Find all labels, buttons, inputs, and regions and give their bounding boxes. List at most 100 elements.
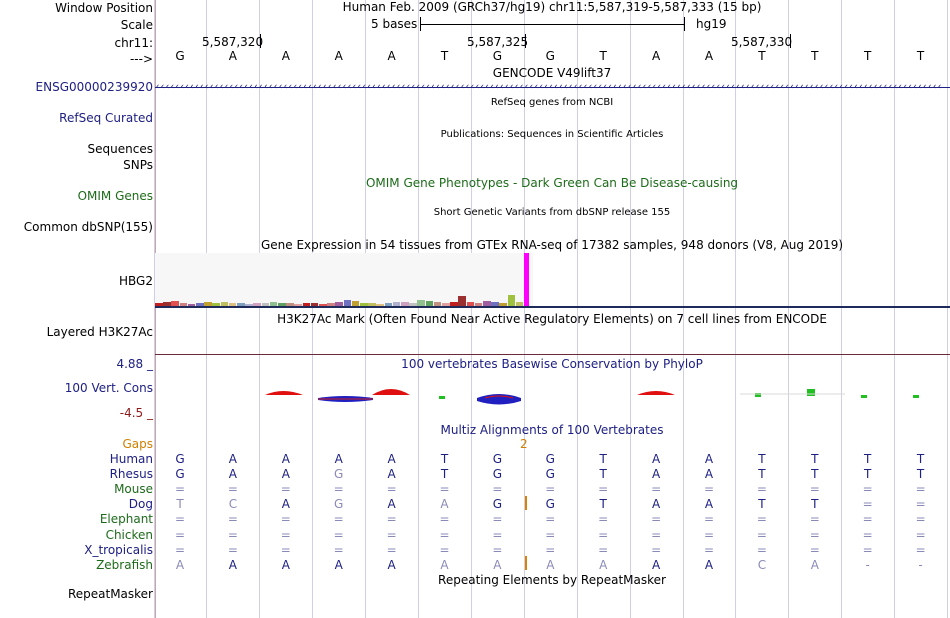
label-repeatmasker[interactable]: RepeatMasker [67, 587, 153, 601]
alignment-base: A [387, 452, 396, 466]
gtex-tissue-bar[interactable] [384, 302, 393, 306]
species-label[interactable]: Chicken [105, 527, 153, 542]
guide-line [418, 0, 420, 618]
alignment-base: = [915, 482, 926, 497]
alignment-base: T [599, 467, 607, 482]
gtex-tissue-bar[interactable] [220, 302, 229, 306]
ruler-position-3: 5,587,330 [731, 35, 793, 49]
gtex-tissue-bar[interactable] [286, 303, 294, 306]
gtex-tissue-bar[interactable] [261, 302, 270, 306]
gtex-tissue-bar[interactable] [343, 299, 352, 306]
reference-base: A [334, 49, 343, 63]
gtex-tissue-bar[interactable] [269, 302, 278, 306]
gtex-tissue-bar[interactable] [278, 302, 286, 306]
gtex-tissue-bar[interactable] [458, 296, 466, 306]
alignment-base: = [703, 527, 715, 542]
gtex-tissue-bar[interactable] [302, 302, 311, 306]
gtex-tissue-bar[interactable] [351, 300, 360, 306]
label-snps[interactable]: SNPs [123, 158, 153, 172]
gtex-tissue-bar[interactable] [466, 301, 475, 306]
guide-line [153, 0, 155, 618]
label-window-position[interactable]: Window Position [55, 1, 153, 15]
alignment-base: = [598, 512, 609, 527]
gtex-tissue-bar[interactable] [163, 301, 171, 306]
alignment-base: = [492, 542, 503, 557]
gtex-expression-chart[interactable] [155, 253, 533, 306]
gtex-tissue-bar[interactable] [392, 302, 401, 306]
label-layered-h3k27ac[interactable]: Layered H3K27Ac [46, 325, 153, 339]
gencode-transcript-line[interactable]: ‹‹‹‹‹‹‹‹‹‹‹‹‹‹‹‹‹‹‹‹‹‹‹‹‹‹‹‹‹‹‹‹‹‹‹‹‹‹‹‹… [155, 82, 950, 92]
gtex-tissue-bar[interactable] [450, 302, 458, 306]
alignment-base: G [545, 497, 555, 512]
alignment-base: = [703, 542, 715, 557]
gtex-tissue-bar[interactable] [237, 303, 245, 306]
alignment-base: = [280, 482, 291, 497]
gtex-tissue-bar[interactable] [499, 302, 507, 306]
scale-bases-label: 5 bases [371, 17, 418, 31]
alignment-base: T [916, 452, 925, 466]
gtex-tissue-bar[interactable] [474, 302, 483, 306]
phylop-conservation-graph[interactable] [155, 378, 950, 408]
label-gaps[interactable]: Gaps [122, 437, 153, 451]
reference-base: A [228, 49, 237, 63]
gtex-tissue-bar[interactable] [433, 301, 442, 306]
gtex-tissue-bar[interactable] [212, 303, 220, 306]
gtex-tissue-bar[interactable] [376, 303, 384, 306]
alignment-base: G [545, 452, 555, 466]
alignment-base: = [809, 512, 820, 527]
species-label[interactable]: Mouse [114, 482, 153, 497]
species-label[interactable]: Elephant [99, 512, 153, 527]
phylop-signal-10 [807, 389, 815, 396]
label-hbg2[interactable]: HBG2 [119, 274, 153, 288]
gtex-tissue-bar[interactable] [155, 303, 163, 306]
alignment-base: A [228, 557, 237, 572]
gtex-tissue-bar[interactable] [294, 303, 302, 306]
species-label[interactable]: Dog [128, 497, 153, 512]
gtex-tissue-bar[interactable] [515, 302, 524, 306]
gtex-tissue-bar[interactable] [425, 300, 434, 306]
alignment-base: A [810, 557, 819, 572]
gtex-tissue-bar[interactable] [171, 300, 179, 306]
species-label[interactable]: Rhesus [109, 467, 153, 482]
gtex-tissue-bar[interactable] [245, 303, 253, 306]
gtex-tissue-bar[interactable] [360, 302, 368, 306]
gtex-tissue-bar[interactable] [335, 301, 343, 306]
alignment-base: A [440, 497, 449, 512]
gtex-tissue-bar[interactable] [327, 303, 335, 306]
gtex-tissue-bar[interactable] [319, 303, 327, 306]
alignment-base: T [864, 452, 872, 466]
gtex-tissue-bar[interactable] [417, 299, 425, 306]
label-sequences[interactable]: Sequences [87, 142, 153, 156]
gtex-tissue-bar[interactable] [310, 303, 319, 306]
label-omim-genes[interactable]: OMIM Genes [77, 189, 153, 203]
gtex-tissue-bar[interactable] [524, 253, 529, 306]
alignment-base: A [281, 557, 290, 572]
label-100-vert-cons[interactable]: 100 Vert. Cons [64, 381, 153, 395]
gtex-tissue-bar[interactable] [409, 303, 417, 306]
label-common-dbsnp[interactable]: Common dbSNP(155) [23, 220, 153, 234]
gtex-tissue-bar[interactable] [442, 302, 450, 306]
gtex-tissue-bar[interactable] [253, 303, 261, 306]
scale-db-label: hg19 [696, 17, 727, 31]
gtex-tissue-bar[interactable] [179, 302, 188, 306]
scale-bar-left-tick [420, 17, 421, 31]
species-label[interactable]: Zebrafish [96, 557, 153, 572]
gtex-tissue-bar[interactable] [187, 303, 196, 306]
label-chrom[interactable]: chr11: [114, 36, 153, 50]
gtex-tissue-bar[interactable] [204, 301, 212, 306]
gtex-tissue-bar[interactable] [491, 301, 499, 306]
label-gene-id[interactable]: ENSG00000239920 [35, 80, 153, 94]
gtex-tissue-bar[interactable] [401, 301, 409, 306]
gtex-tissue-bar[interactable] [483, 300, 491, 306]
label-refseq-curated[interactable]: RefSeq Curated [59, 111, 153, 125]
gtex-tissue-bar[interactable] [507, 295, 516, 306]
label-strand-arrow[interactable]: ---> [129, 52, 153, 66]
species-label[interactable]: X_tropicalis [84, 542, 153, 557]
gtex-tissue-bar[interactable] [196, 302, 204, 306]
label-scale[interactable]: Scale [120, 18, 153, 32]
alignment-base: G [545, 467, 555, 482]
gtex-tissue-bar[interactable] [368, 303, 376, 306]
gtex-tissue-bar[interactable] [228, 302, 237, 306]
species-label[interactable]: Human [109, 452, 153, 466]
reference-base: A [704, 49, 714, 63]
